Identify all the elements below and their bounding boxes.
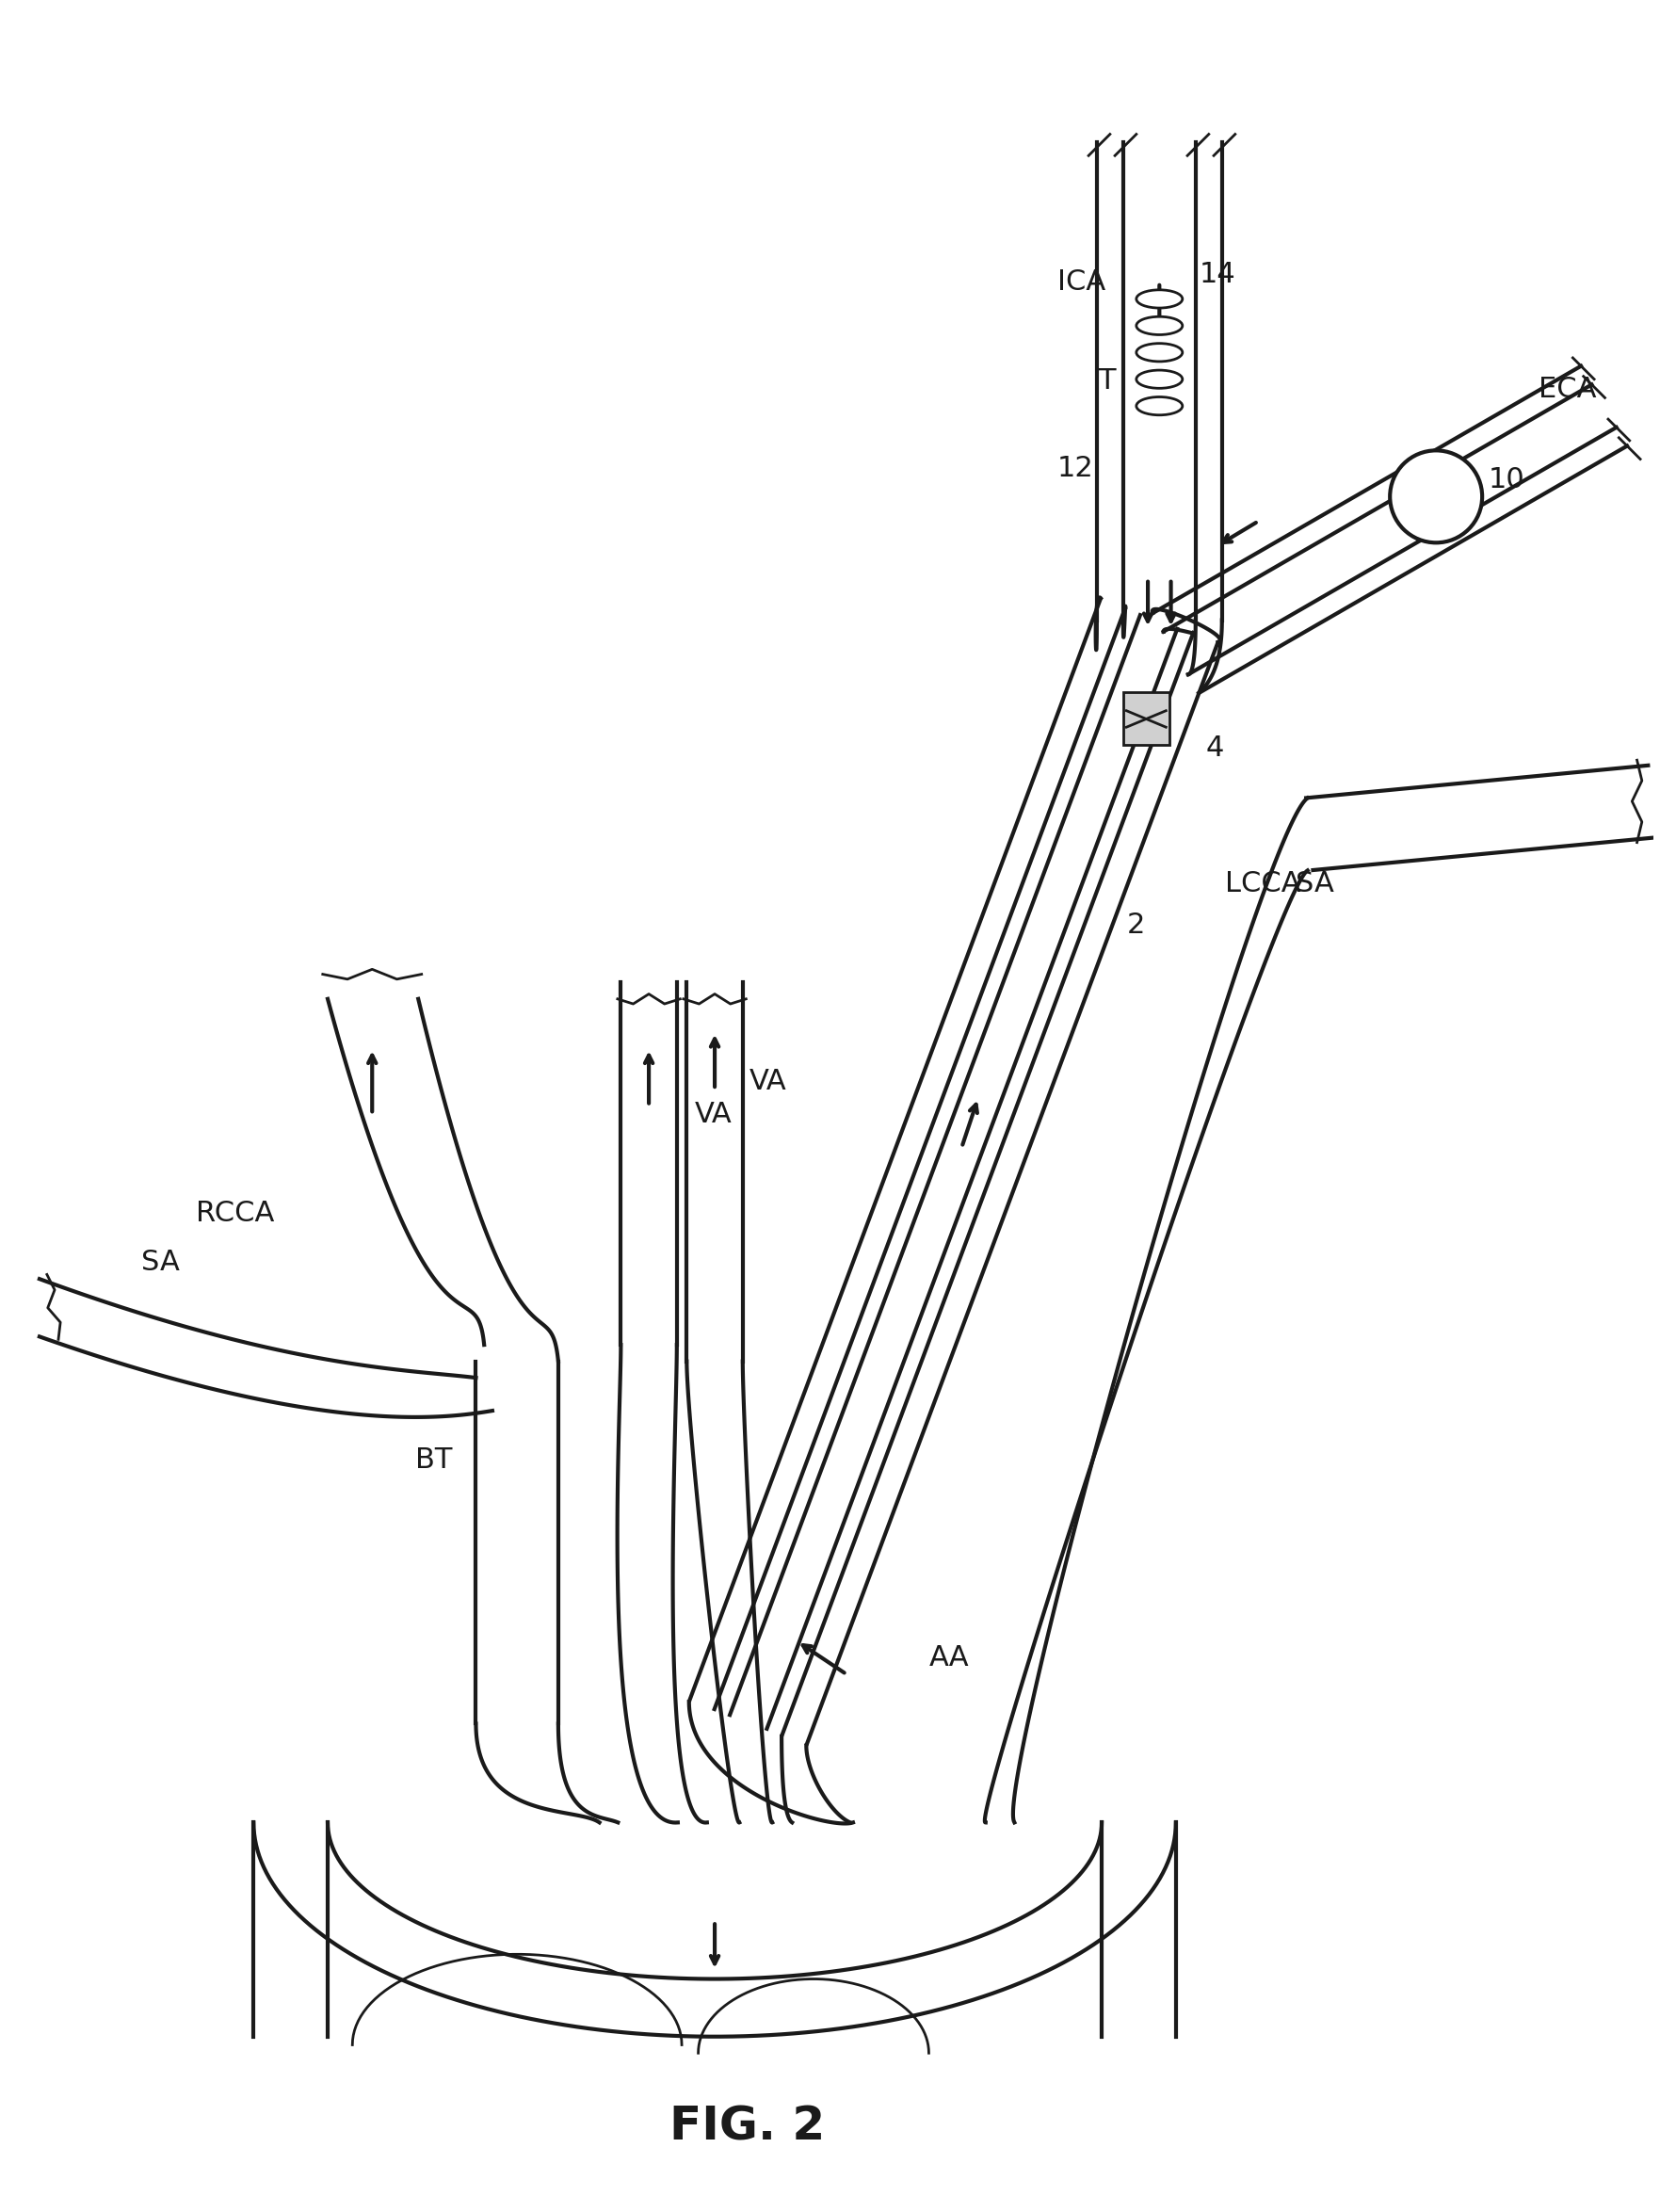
Text: LCCA: LCCA [1225, 869, 1301, 898]
Text: VA: VA [749, 1068, 787, 1095]
Text: 12: 12 [1057, 456, 1094, 482]
Text: 2: 2 [1127, 911, 1145, 938]
Circle shape [1389, 451, 1482, 542]
Ellipse shape [1137, 316, 1182, 334]
Text: VA: VA [696, 1102, 732, 1128]
Text: SA: SA [141, 1250, 179, 1276]
Text: SA: SA [1296, 869, 1335, 898]
Text: ICA: ICA [1057, 270, 1106, 296]
Ellipse shape [1137, 343, 1182, 361]
Text: 14: 14 [1199, 261, 1235, 288]
Text: BT: BT [415, 1447, 452, 1473]
Ellipse shape [1137, 369, 1182, 389]
Text: 10: 10 [1489, 467, 1526, 493]
Ellipse shape [1137, 396, 1182, 416]
Text: T: T [1099, 367, 1116, 396]
Text: AA: AA [930, 1644, 969, 1672]
Bar [1124, 692, 1169, 745]
Text: FIG. 2: FIG. 2 [671, 2104, 825, 2150]
Text: RCCA: RCCA [196, 1199, 274, 1228]
Text: 4: 4 [1205, 734, 1223, 763]
Text: ECA: ECA [1539, 376, 1595, 403]
Ellipse shape [1137, 290, 1182, 307]
